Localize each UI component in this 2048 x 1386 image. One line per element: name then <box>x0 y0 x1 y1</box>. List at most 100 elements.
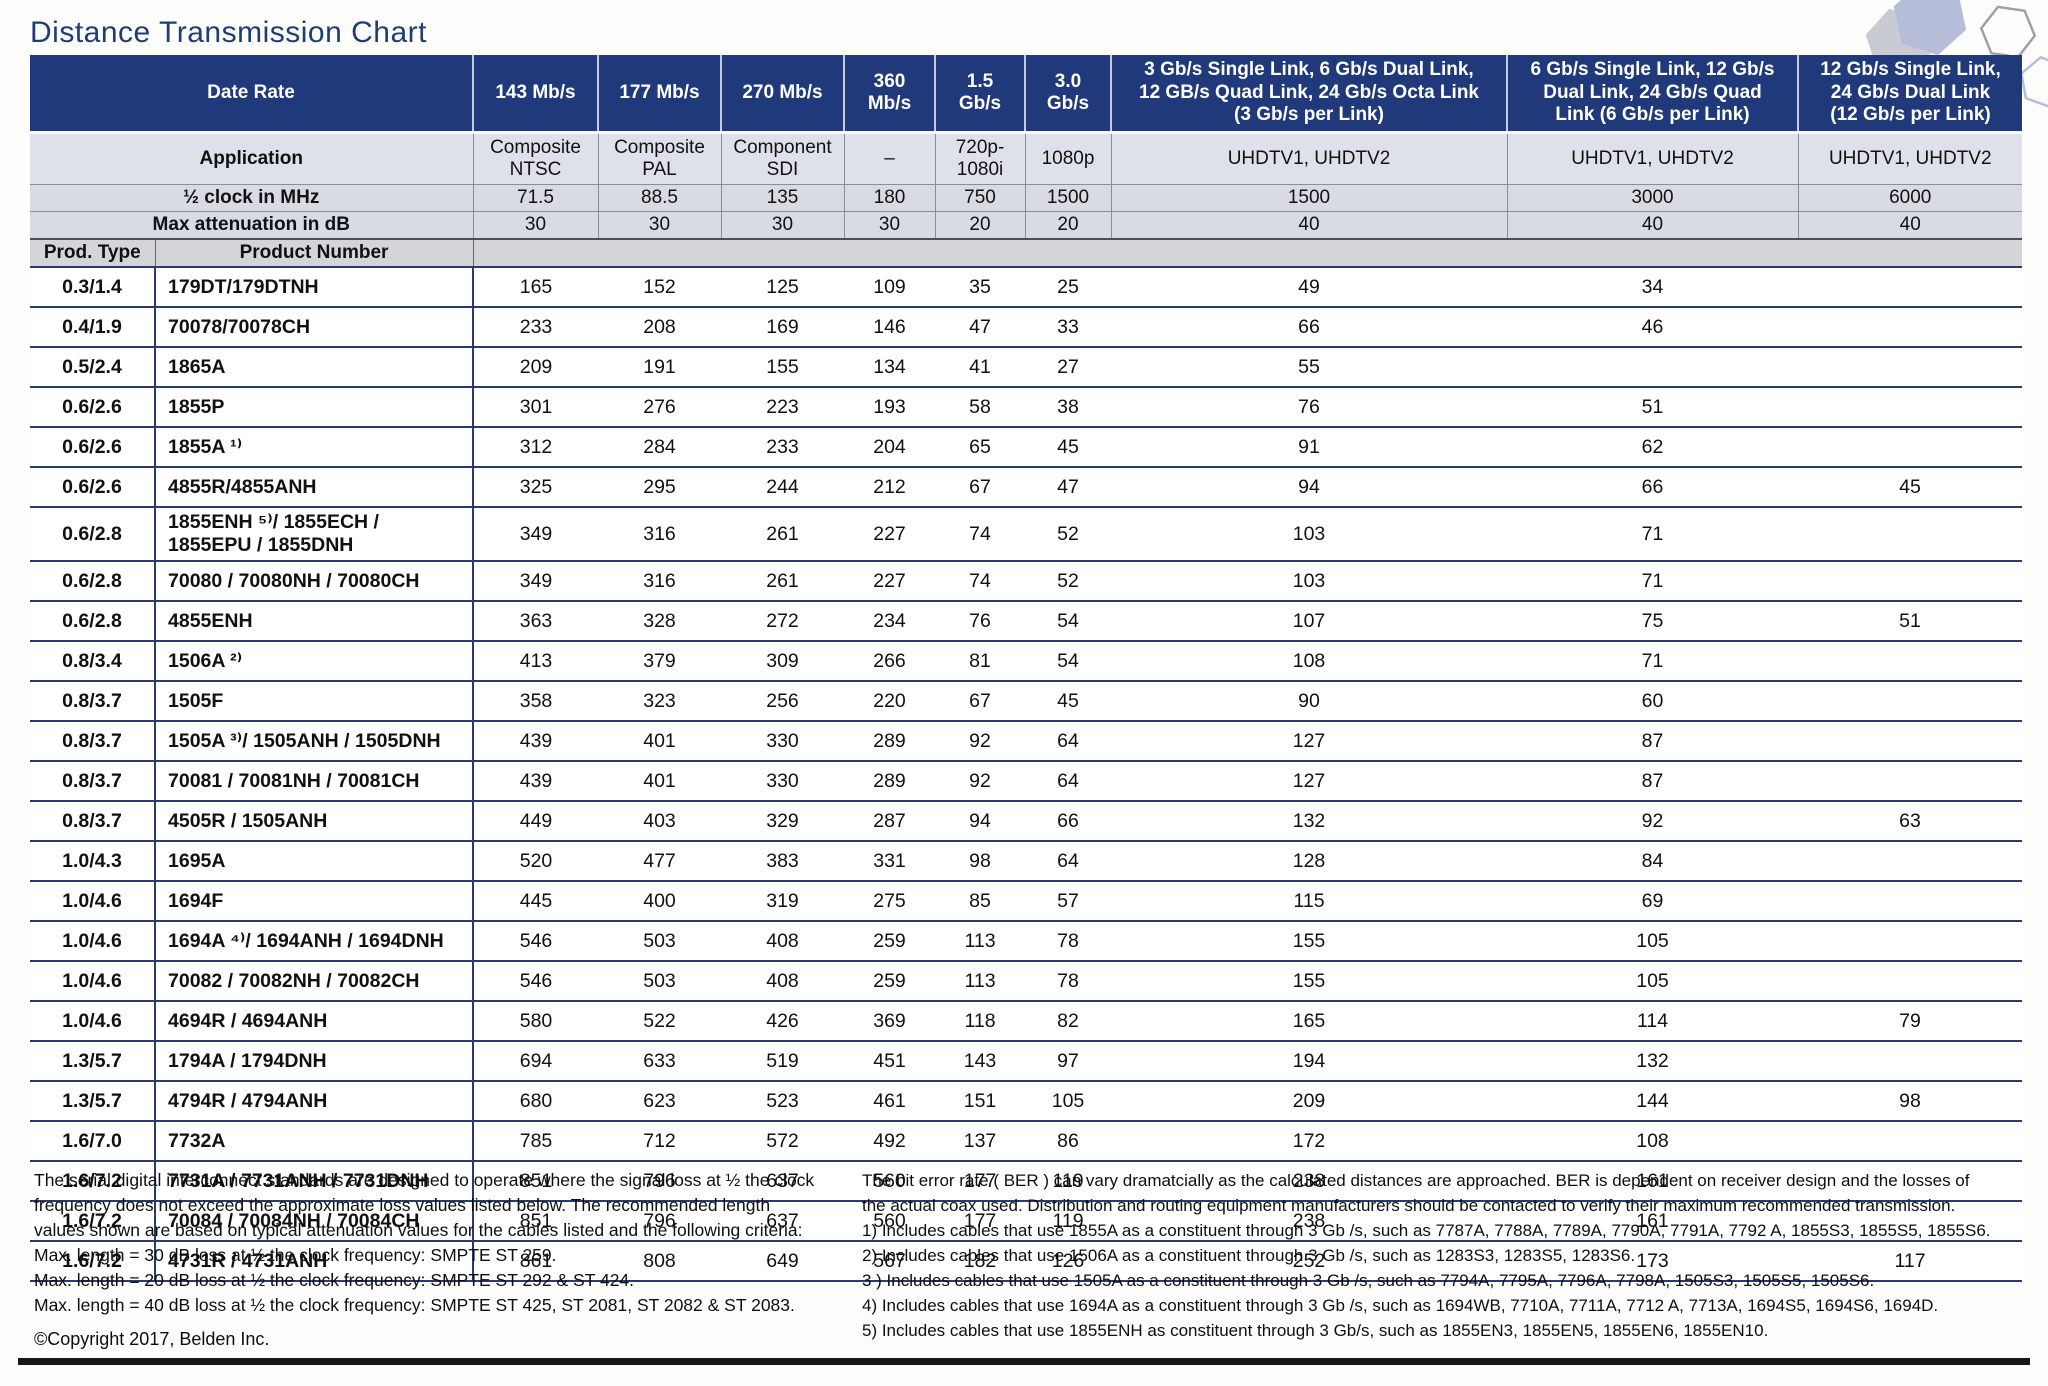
footnote-line: The bit error rate ( BER ) can vary dram… <box>862 1171 1970 1190</box>
distance-value-cell: 105 <box>1025 1081 1111 1122</box>
distance-value-cell: 503 <box>598 961 721 1002</box>
distance-value-cell: 90 <box>1111 681 1507 722</box>
distance-value-cell <box>1798 761 2022 802</box>
prod-type-cell: 1.0/4.6 <box>30 1001 155 1042</box>
distance-value-cell: 383 <box>721 841 844 882</box>
distance-value-cell: 851 <box>473 1201 598 1242</box>
distance-value-cell: 81 <box>935 641 1025 682</box>
distance-value-cell: 54 <box>1025 601 1111 642</box>
footnote-line: 1) Includes cables that use 1855A as a c… <box>862 1221 1991 1240</box>
distance-value-cell: 155 <box>1111 921 1507 962</box>
product-number-cell: 1695A <box>154 841 474 882</box>
half-clock-value-cell: 88.5 <box>597 184 721 212</box>
distance-value-cell: 633 <box>598 1041 721 1082</box>
distance-value-cell: 266 <box>844 641 935 682</box>
distance-value-cell: 208 <box>598 307 721 348</box>
distance-value-cell: 161 <box>1507 1201 1798 1242</box>
distance-value-cell: 107 <box>1111 601 1507 642</box>
max-attenuation-value-cell: 20 <box>934 211 1025 239</box>
distance-value-cell: 182 <box>935 1241 1025 1282</box>
distance-value-cell: 71 <box>1507 641 1798 682</box>
distance-value-cell: 165 <box>473 267 598 308</box>
distance-value-cell: 369 <box>844 1001 935 1042</box>
table-row: 1.6/7.0 7732A 785 712 572 492 137 86 172 108 <box>30 1121 2022 1162</box>
distance-value-cell: 426 <box>721 1001 844 1042</box>
application-cell: – <box>843 131 935 185</box>
distance-value-cell: 234 <box>844 601 935 642</box>
table-row: 0.8/3.7 4505R / 1505ANH 449 403 329 287 94 66 13… <box>30 801 2022 842</box>
distance-value-cell: 132 <box>1111 801 1507 842</box>
date-rate-header-cell: 270 Mb/s <box>720 55 844 133</box>
distance-value-cell: 193 <box>844 387 935 428</box>
distance-value-cell: 25 <box>1025 267 1111 308</box>
distance-value-cell: 76 <box>935 601 1025 642</box>
distance-value-cell: 71 <box>1507 507 1798 562</box>
distance-value-cell <box>1798 921 2022 962</box>
distance-value-cell: 284 <box>598 427 721 468</box>
product-number-cell: 1794A / 1794DNH <box>154 1041 474 1082</box>
prod-type-cell: 0.8/3.7 <box>30 721 155 762</box>
date-rate-header-cell: 360 Mb/s <box>843 55 935 133</box>
prod-type-cell: 1.0/4.6 <box>30 961 155 1002</box>
distance-value-cell: 349 <box>473 561 598 602</box>
distance-value-cell <box>1798 841 2022 882</box>
distance-value-cell: 461 <box>844 1081 935 1122</box>
distance-value-cell: 580 <box>473 1001 598 1042</box>
distance-value-cell: 108 <box>1111 641 1507 682</box>
distance-value-cell: 92 <box>935 721 1025 762</box>
prod-type-cell: 1.0/4.3 <box>30 841 155 882</box>
distance-value-cell: 363 <box>473 601 598 642</box>
max-attenuation-value-cell: 40 <box>1110 211 1507 239</box>
distance-value-cell: 137 <box>935 1121 1025 1162</box>
distance-value-cell: 560 <box>844 1161 935 1202</box>
distance-value-cell: 261 <box>721 507 844 562</box>
distance-transmission-table: Date Rate 143 Mb/s 177 Mb/s 270 Mb/s 360 Mb… <box>30 55 2022 1282</box>
application-cell: Composite NTSC <box>472 131 598 185</box>
product-number-cell: 1694F <box>154 881 474 922</box>
distance-value-cell: 560 <box>844 1201 935 1242</box>
application-cell: Composite PAL <box>597 131 721 185</box>
table-row: 1.0/4.3 1695A 520 477 383 331 98 64 128 84 <box>30 841 2022 882</box>
table-row: 0.3/1.4 179DT/179DTNH 165 152 125 109 35 25 49 34 <box>30 267 2022 308</box>
application-label: Application <box>30 131 473 185</box>
product-number-cell: 1694A ⁴⁾/ 1694ANH / 1694DNH <box>154 921 474 962</box>
distance-value-cell: 330 <box>721 761 844 802</box>
date-rate-label: Date Rate <box>30 55 473 133</box>
distance-value-cell: 851 <box>473 1161 598 1202</box>
distance-value-cell: 173 <box>1507 1241 1798 1282</box>
distance-value-cell: 94 <box>1111 467 1507 508</box>
distance-value-cell: 712 <box>598 1121 721 1162</box>
distance-value-cell <box>1798 507 2022 562</box>
distance-value-cell: 694 <box>473 1041 598 1082</box>
distance-value-cell: 54 <box>1025 641 1111 682</box>
distance-value-cell: 328 <box>598 601 721 642</box>
distance-value-cell: 92 <box>935 761 1025 802</box>
distance-value-cell: 79 <box>1798 1001 2022 1042</box>
table-row: 0.8/3.4 1506A ²⁾ 413 379 309 266 81 54 108 71 <box>30 641 2022 682</box>
max-attenuation-value-cell: 30 <box>472 211 598 239</box>
distance-value-cell: 238 <box>1111 1201 1507 1242</box>
distance-value-cell: 403 <box>598 801 721 842</box>
table-row: 1.6/7.2 7731A / 7731ANH / 7731DNH 851 796 63… <box>30 1161 2022 1202</box>
footnote-right-block: The bit error rate ( BER ) can vary dram… <box>862 1168 2048 1343</box>
application-cell: UHDTV1, UHDTV2 <box>1506 131 1798 185</box>
distance-value-cell: 51 <box>1507 387 1798 428</box>
date-rate-header-cell: 1.5 Gb/s <box>934 55 1025 133</box>
max-attenuation-value-cell: 30 <box>720 211 844 239</box>
distance-value-cell: 172 <box>1111 1121 1507 1162</box>
distance-value-cell: 301 <box>473 387 598 428</box>
distance-value-cell: 51 <box>1798 601 2022 642</box>
distance-value-cell: 155 <box>1111 961 1507 1002</box>
distance-value-cell: 65 <box>935 427 1025 468</box>
table-row: 1.0/4.6 4694R / 4694ANH 580 522 426 369 118 82 1… <box>30 1001 2022 1042</box>
footnote-line: 5) Includes cables that use 1855ENH as c… <box>862 1321 1769 1340</box>
distance-value-cell: 134 <box>844 347 935 388</box>
distance-value-cell: 637 <box>721 1201 844 1242</box>
distance-value-cell: 87 <box>1507 721 1798 762</box>
distance-value-cell: 155 <box>721 347 844 388</box>
footnote-line: The serial digital interconnect standard… <box>34 1170 815 1190</box>
table-row: 0.6/2.6 1855P 301 276 223 193 58 38 76 51 <box>30 387 2022 428</box>
distance-value-cell: 78 <box>1025 961 1111 1002</box>
distance-value-cell: 477 <box>598 841 721 882</box>
distance-value-cell: 546 <box>473 961 598 1002</box>
